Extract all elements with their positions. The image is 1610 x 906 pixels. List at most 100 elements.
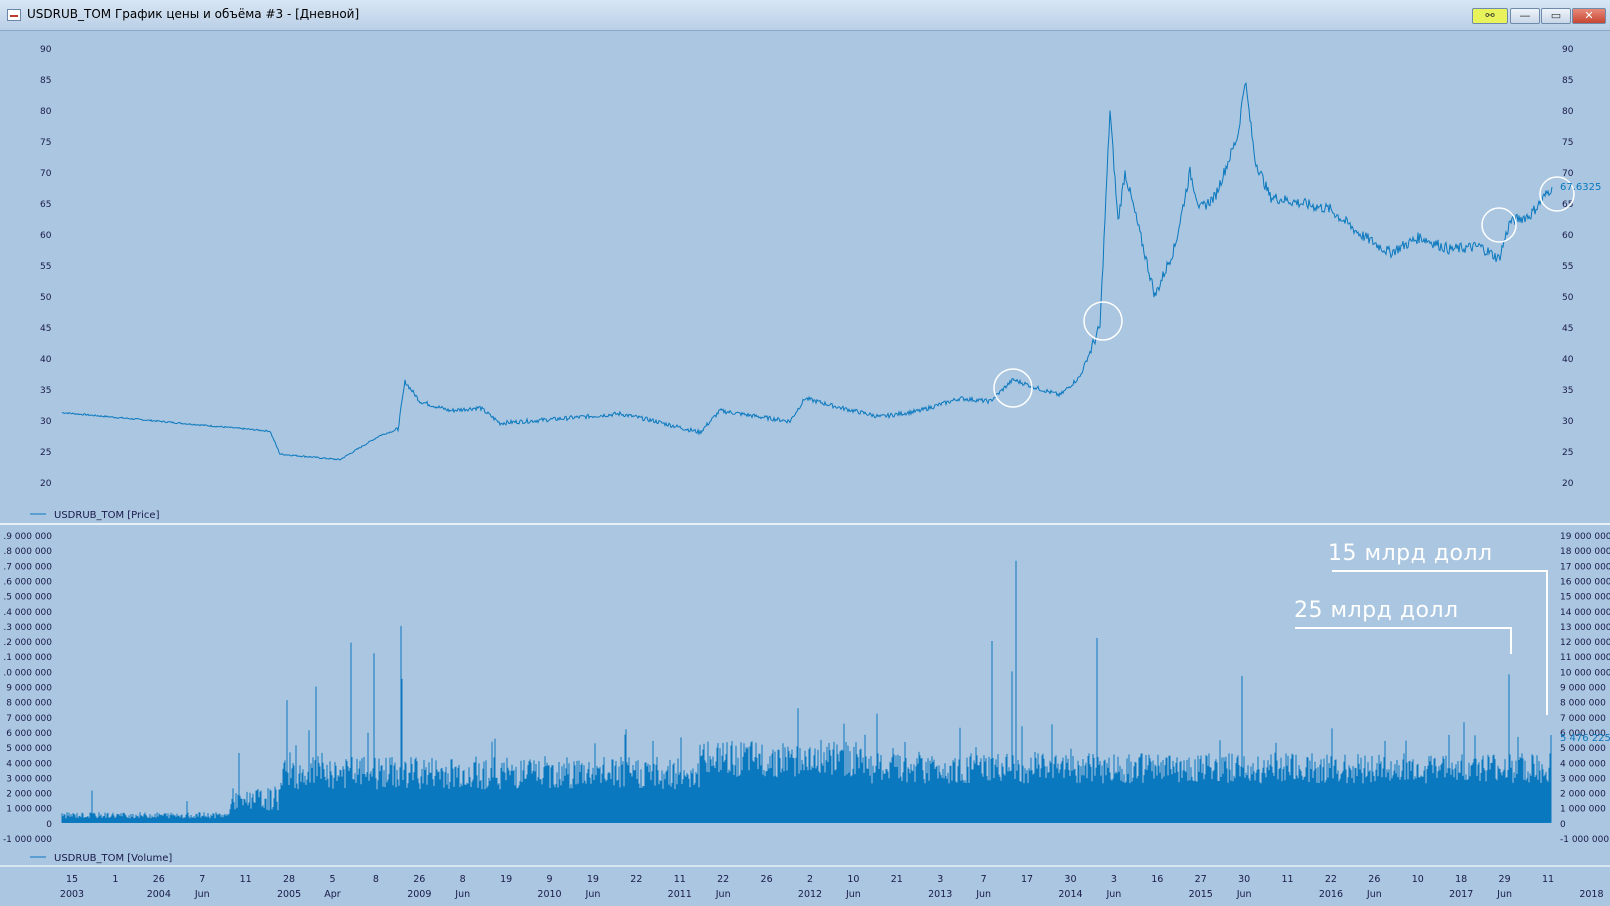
x-tick-label: 7 xyxy=(981,874,987,885)
x-tick-label: 15 xyxy=(66,874,78,885)
volume-tick-right: 18 000 000 xyxy=(1560,547,1610,557)
volume-tick-right: 2 000 000 xyxy=(1560,790,1606,800)
price-tick-left: 30 xyxy=(40,417,52,427)
marker-circle-2018 xyxy=(1481,207,1517,243)
x-tick-label: 10 xyxy=(847,874,859,885)
price-tick-right: 80 xyxy=(1562,107,1574,117)
x-period-label: Jun xyxy=(1236,889,1252,900)
close-button[interactable]: ✕ xyxy=(1572,8,1606,24)
price-tick-left: 35 xyxy=(40,386,51,396)
x-period-label: Jun xyxy=(1105,889,1121,900)
x-period-label: 2010 xyxy=(537,889,561,900)
volume-tick-left: 2 000 000 xyxy=(6,790,52,800)
x-tick-label: 9 xyxy=(547,874,553,885)
price-y-axis: 90 90 85 85 80 80 75 75 70 70 65 65 60 60 55 55 50 50 45 45… xyxy=(40,45,1574,489)
x-tick-label: 11 xyxy=(674,874,686,885)
x-period-label: 2014 xyxy=(1058,889,1082,900)
x-period-label: 2004 xyxy=(147,889,171,900)
price-tick-right: 90 xyxy=(1562,45,1574,55)
x-tick-label: 17 xyxy=(1021,874,1033,885)
volume-tick-left: .0 000 000 xyxy=(3,668,52,678)
price-tick-left: 20 xyxy=(40,479,52,489)
x-tick-label: 30 xyxy=(1064,874,1076,885)
x-tick-label: 8 xyxy=(460,874,466,885)
x-tick-label: 18 xyxy=(1455,874,1467,885)
price-tick-left: 45 xyxy=(40,324,51,334)
bracket-15 xyxy=(1332,570,1548,715)
x-period-label: 2005 xyxy=(277,889,301,900)
volume-tick-right: 17 000 000 xyxy=(1560,562,1610,572)
volume-tick-right: 11 000 000 xyxy=(1560,653,1610,663)
x-tick-label: 26 xyxy=(761,874,773,885)
x-tick-label: 21 xyxy=(891,874,903,885)
volume-tick-right: 13 000 000 xyxy=(1560,623,1610,633)
volume-tick-left: 6 000 000 xyxy=(6,729,52,739)
minimize-button[interactable]: — xyxy=(1510,8,1540,24)
price-last-value: 67.6325 xyxy=(1560,182,1601,193)
volume-bars-path xyxy=(61,560,1552,823)
volume-tick-right: -1 000 000 xyxy=(1560,835,1609,845)
x-axis: 15 1 26 7 11 28 5 8 26 8 19 9 19 22 11 22 26 2 10 21 3 7 17 30 3… xyxy=(60,874,1604,900)
volume-tick-left: .9 000 000 xyxy=(3,532,52,542)
x-tick-label: 29 xyxy=(1499,874,1511,885)
volume-tick-left: .4 000 000 xyxy=(3,608,52,618)
volume-tick-right: 16 000 000 xyxy=(1560,577,1610,587)
x-period-label: 2016 xyxy=(1319,889,1343,900)
volume-tick-right: 14 000 000 xyxy=(1560,608,1610,618)
x-period-label: Jun xyxy=(845,889,861,900)
x-period-label: Jun xyxy=(975,889,991,900)
link-icon[interactable]: ⚯ xyxy=(1472,8,1508,24)
price-legend: USDRUB_TOM [Price] xyxy=(30,510,160,521)
price-tick-left: 90 xyxy=(40,45,52,55)
x-period-label: 2017 xyxy=(1449,889,1473,900)
volume-y-axis: .9 000 000 .8 000 000 .7 000 000 .6 000 000… xyxy=(3,532,1610,845)
circle-markers xyxy=(993,176,1575,408)
x-period-label: Apr xyxy=(324,889,341,900)
volume-tick-left: 9 000 000 xyxy=(6,684,52,694)
price-tick-left: 85 xyxy=(40,76,51,86)
volume-legend: USDRUB_TOM [Volume] xyxy=(30,853,172,864)
price-tick-left: 50 xyxy=(40,293,52,303)
x-period-label: 2013 xyxy=(928,889,952,900)
x-tick-label: 16 xyxy=(1151,874,1163,885)
volume-tick-left: 7 000 000 xyxy=(6,714,52,724)
volume-tick-left: .3 000 000 xyxy=(3,623,52,633)
x-tick-label: 3 xyxy=(937,874,943,885)
chart-window-icon xyxy=(7,9,21,21)
x-tick-label: 26 xyxy=(413,874,425,885)
x-period-label: 2012 xyxy=(798,889,822,900)
x-tick-label: 2 xyxy=(807,874,813,885)
volume-tick-right: 10 000 000 xyxy=(1560,668,1610,678)
annotation-lines xyxy=(1295,570,1548,715)
price-tick-right: 20 xyxy=(1562,479,1574,489)
price-tick-right: 35 xyxy=(1562,386,1573,396)
x-period-label: 2003 xyxy=(60,889,84,900)
price-tick-right: 30 xyxy=(1562,417,1574,427)
x-tick-label: 27 xyxy=(1195,874,1207,885)
x-tick-label: 22 xyxy=(717,874,729,885)
price-tick-right: 70 xyxy=(1562,169,1574,179)
x-tick-label: 19 xyxy=(500,874,512,885)
price-tick-right: 45 xyxy=(1562,324,1573,334)
maximize-button[interactable]: ▭ xyxy=(1541,8,1571,24)
volume-tick-right: 9 000 000 xyxy=(1560,684,1606,694)
volume-tick-left: .2 000 000 xyxy=(3,638,52,648)
x-period-label: Jun xyxy=(1366,889,1382,900)
x-tick-label: 5 xyxy=(329,874,335,885)
window-titlebar: USDRUB_TOM График цены и объёма #3 - [Дн… xyxy=(0,0,1610,31)
volume-tick-left: 1 000 000 xyxy=(6,805,52,815)
x-tick-label: 19 xyxy=(587,874,599,885)
volume-tick-left: .7 000 000 xyxy=(3,562,52,572)
volume-tick-left: 8 000 000 xyxy=(6,699,52,709)
x-period-label: Jun xyxy=(454,889,470,900)
volume-tick-right: 1 000 000 xyxy=(1560,805,1606,815)
price-tick-left: 25 xyxy=(40,448,51,458)
marker-circle-2014 xyxy=(993,368,1033,408)
volume-tick-left: 0 xyxy=(46,820,52,830)
volume-tick-left: -1 000 000 xyxy=(3,835,52,845)
window-title: USDRUB_TOM График цены и объёма #3 - [Дн… xyxy=(27,7,360,21)
volume-tick-right: 7 000 000 xyxy=(1560,714,1606,724)
volume-tick-right: 12 000 000 xyxy=(1560,638,1610,648)
volume-tick-left: .6 000 000 xyxy=(3,577,52,587)
